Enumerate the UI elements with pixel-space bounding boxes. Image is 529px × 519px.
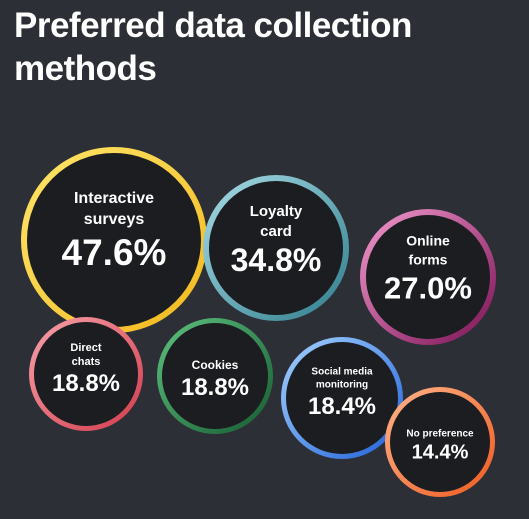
bubble-label: card	[260, 223, 292, 240]
bubble-label: Cookies	[192, 358, 239, 372]
bubble-value: 34.8%	[231, 242, 322, 278]
bubble-value: 18.4%	[308, 393, 376, 420]
bubble-loyalty-card: Loyalty card 34.8%	[203, 175, 349, 321]
bubble-label: Interactive	[74, 190, 154, 207]
bubble-cookies: Cookies 18.8%	[157, 318, 273, 434]
bubble-direct-chats: Direct chats 18.8%	[29, 317, 143, 431]
bubble-value: 14.4%	[412, 441, 469, 463]
bubble-online-forms: Online forms 27.0%	[360, 209, 496, 345]
bubble-face	[27, 153, 201, 327]
bubble-face	[162, 323, 268, 429]
bubble-label: monitoring	[316, 380, 368, 391]
bubble-label: Social media	[311, 367, 373, 378]
bubble-face	[209, 181, 343, 315]
bubble-value: 18.8%	[52, 370, 120, 397]
bubble-label: No preference	[406, 429, 474, 440]
bubble-interactive-surveys: Interactive surveys 47.6%	[21, 147, 207, 333]
bubble-face	[366, 215, 490, 339]
bubble-label: Direct	[70, 342, 102, 354]
bubble-label: Online	[406, 233, 450, 249]
bubble-label: forms	[409, 252, 448, 268]
bubble-value: 47.6%	[62, 232, 167, 273]
bubble-face	[390, 392, 490, 492]
bubble-label: surveys	[84, 211, 145, 228]
bubble-label: Loyalty	[250, 203, 303, 220]
chart-title: Preferred data collection methods	[14, 6, 412, 88]
bubble-face	[286, 342, 398, 454]
bubble-value: 18.8%	[181, 374, 249, 401]
bubble-face	[34, 322, 138, 426]
bubble-label: chats	[72, 356, 101, 368]
bubble-social-media-monitoring: Social media monitoring 18.4%	[281, 337, 403, 459]
bubble-value: 27.0%	[384, 271, 472, 306]
